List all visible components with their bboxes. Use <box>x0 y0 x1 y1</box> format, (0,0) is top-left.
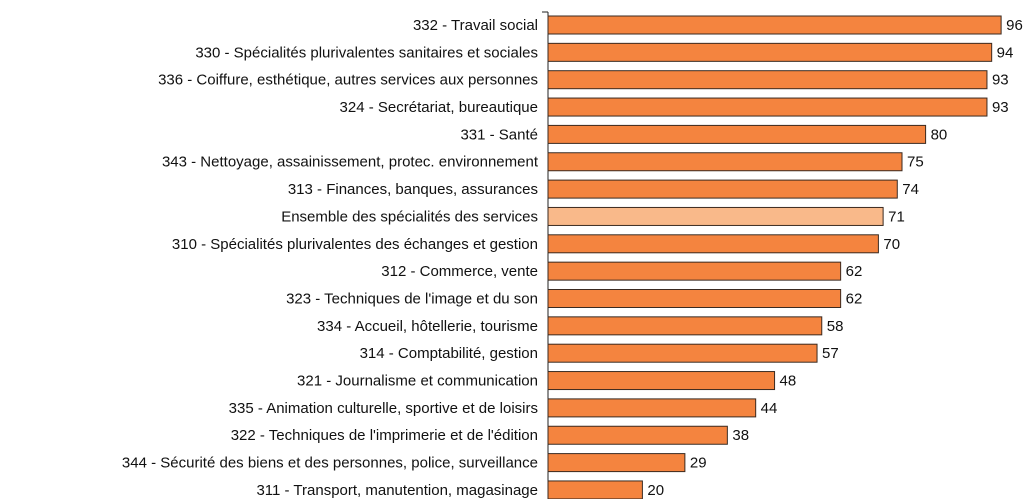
value-label: 57 <box>822 345 839 362</box>
bar <box>547 398 757 418</box>
bar <box>547 179 898 199</box>
bar <box>547 453 686 473</box>
bar <box>547 42 993 62</box>
category-label: 330 - Spécialités plurivalentes sanitair… <box>195 44 538 61</box>
category-label: 334 - Accueil, hôtellerie, tourisme <box>317 318 538 335</box>
category-label: 321 - Journalisme et communication <box>297 373 538 390</box>
value-label: 20 <box>647 482 664 499</box>
value-label: 62 <box>846 290 863 307</box>
category-label: 322 - Techniques de l'imprimerie et de l… <box>231 427 538 444</box>
bar <box>547 152 903 172</box>
bar <box>547 316 823 336</box>
category-label: 313 - Finances, banques, assurances <box>288 181 538 198</box>
bar <box>547 97 988 117</box>
value-label: 70 <box>883 236 900 253</box>
category-label: 331 - Santé <box>460 126 538 143</box>
value-label: 80 <box>931 126 948 143</box>
value-label: 96 <box>1006 17 1023 34</box>
value-label: 44 <box>761 400 778 417</box>
category-label: 314 - Comptabilité, gestion <box>360 345 538 362</box>
value-label: 62 <box>846 263 863 280</box>
category-label: 332 - Travail social <box>413 17 538 34</box>
bar <box>547 206 884 226</box>
bar <box>547 124 927 144</box>
category-label: 336 - Coiffure, esthétique, autres servi… <box>158 72 538 89</box>
bar <box>547 234 879 254</box>
value-label: 93 <box>992 99 1009 116</box>
value-label: 93 <box>992 72 1009 89</box>
category-label: 343 - Nettoyage, assainissement, protec.… <box>162 154 539 171</box>
category-label: 335 - Animation culturelle, sportive et … <box>229 400 538 417</box>
bar <box>547 480 643 499</box>
bar <box>547 343 818 363</box>
bar <box>547 425 728 445</box>
value-label: 38 <box>732 427 749 444</box>
value-label: 74 <box>902 181 919 198</box>
value-label: 75 <box>907 154 924 171</box>
bar <box>547 70 988 90</box>
category-label: 312 - Commerce, vente <box>381 263 538 280</box>
value-label: 94 <box>997 44 1014 61</box>
value-label: 48 <box>780 373 797 390</box>
category-label: 323 - Techniques de l'image et du son <box>286 290 538 307</box>
category-label: 310 - Spécialités plurivalentes des écha… <box>172 236 538 253</box>
bar <box>547 15 1002 35</box>
bar <box>547 371 776 391</box>
category-label: 324 - Secrétariat, bureautique <box>340 99 538 116</box>
value-label: 71 <box>888 208 905 225</box>
category-label: 344 - Sécurité des biens et des personne… <box>122 455 538 472</box>
bar <box>547 289 842 308</box>
value-label: 29 <box>690 455 707 472</box>
category-label: 311 - Transport, manutention, magasinage <box>256 482 538 499</box>
bar <box>547 261 842 281</box>
category-label: Ensemble des spécialités des services <box>281 208 538 225</box>
value-label: 58 <box>827 318 844 335</box>
